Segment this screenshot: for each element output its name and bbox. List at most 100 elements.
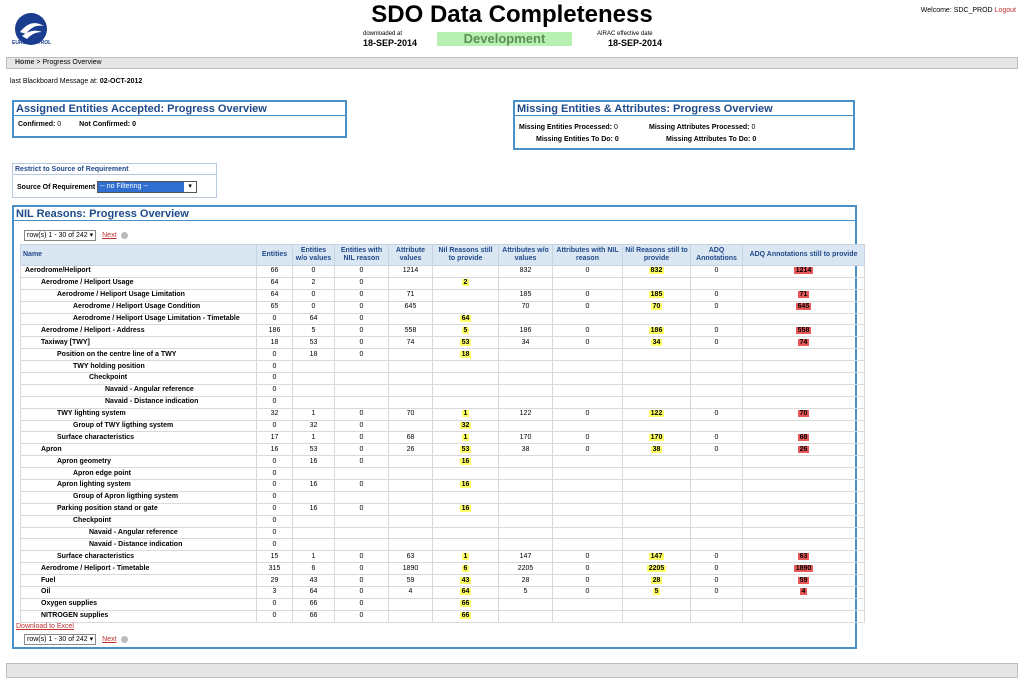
blackboard-label: last Blackboard Message at: xyxy=(10,78,98,85)
cell-value: 68 xyxy=(388,431,433,445)
cell-text: 0 xyxy=(585,445,590,453)
cell-value: 147 xyxy=(622,550,691,564)
cell-value: 18 xyxy=(256,336,293,350)
cell-value xyxy=(292,360,335,374)
cell-value: 16 xyxy=(292,455,335,469)
cell-value xyxy=(388,348,433,362)
cell-value: 16 xyxy=(292,479,335,492)
cell-value: 0 xyxy=(256,383,293,397)
not-confirmed-label: Not Confirmed: xyxy=(79,121,131,128)
cell-text: 70 xyxy=(650,303,663,311)
row-name[interactable]: Group of Apron ligthing system xyxy=(20,490,257,504)
pager-top: row(s) 1 - 30 of 242 ▾ Next xyxy=(24,230,129,241)
cell-text: 0 xyxy=(585,338,590,346)
next-icon[interactable] xyxy=(121,635,129,643)
cell-text: 70 xyxy=(406,410,415,418)
row-name[interactable]: Aerodrome / Heliport Usage Limitation - … xyxy=(20,312,257,326)
row-name[interactable]: Aerodrome / Heliport Usage Condition xyxy=(20,300,257,314)
cell-text: 0 xyxy=(585,576,590,584)
cell-value: 185 xyxy=(498,288,553,302)
cell-value xyxy=(552,479,623,492)
rows-select[interactable]: row(s) 1 - 30 of 242 ▾ xyxy=(24,634,97,645)
source-select[interactable]: -- no Filtering -- ▾ xyxy=(97,181,198,193)
row-name[interactable]: TWY holding position xyxy=(20,360,257,374)
cell-text: 63 xyxy=(797,552,810,560)
row-name[interactable]: Navaid - Angular reference xyxy=(20,526,257,540)
next-icon[interactable] xyxy=(121,231,129,239)
cell-text: 1 xyxy=(461,433,470,441)
cell-value: 6 xyxy=(432,562,499,576)
row-name[interactable]: Navaid - Angular reference xyxy=(20,383,257,397)
cell-text: 0 xyxy=(272,315,277,322)
cell-value xyxy=(432,490,499,504)
cell-value xyxy=(498,419,553,433)
cell-value xyxy=(552,526,623,540)
table-header-row: Name Entities Entities w/o values Entities … xyxy=(20,244,865,266)
rows-select[interactable]: row(s) 1 - 30 of 242 ▾ xyxy=(24,230,97,241)
row-name[interactable]: Taxiway [TWY] xyxy=(20,336,257,350)
cell-value: 64 xyxy=(256,288,293,302)
row-name[interactable]: Aerodrome / Heliport Usage Limitation xyxy=(20,288,257,302)
cell-text: 122 xyxy=(519,410,532,418)
row-name[interactable]: Aerodrome / Heliport - Address xyxy=(20,324,257,338)
row-name[interactable]: Apron edge point xyxy=(20,467,257,481)
row-name[interactable]: Oxygen supplies xyxy=(20,597,257,611)
cell-value: 71 xyxy=(388,288,433,302)
cell-value: 0 xyxy=(256,372,293,385)
row-name[interactable]: Apron lighting system xyxy=(20,479,257,492)
cell-text: 0 xyxy=(272,505,277,513)
row-name[interactable]: Aerodrome / Heliport Usage xyxy=(20,276,257,290)
row-name[interactable]: TWY lighting system xyxy=(20,407,257,421)
row-name[interactable]: Position on the centre line of a TWY xyxy=(20,348,257,362)
cell-value: 0 xyxy=(256,479,293,492)
cell-value: 0 xyxy=(690,586,743,599)
table-row: Checkpoint 0 xyxy=(20,514,865,528)
row-name[interactable]: Navaid - Distance indication xyxy=(20,538,257,552)
row-name[interactable]: Apron geometry xyxy=(20,455,257,469)
row-name[interactable]: Aerodrome/Heliport xyxy=(20,265,257,278)
cell-value xyxy=(690,455,743,469)
cell-text: 43 xyxy=(309,576,318,584)
cell-text: 15 xyxy=(270,552,279,560)
row-name[interactable]: Navaid - Distance indication xyxy=(20,395,257,409)
table-row: Group of TWY ligthing system 0 32 0 32 xyxy=(20,419,865,433)
cell-value: 34 xyxy=(622,336,691,350)
row-name[interactable]: Surface characteristics xyxy=(20,550,257,564)
attributes-processed-label: Missing Attributes Processed: xyxy=(649,124,750,131)
breadcrumb-current: Progress Overview xyxy=(42,59,102,66)
page-title: SDO Data Completeness xyxy=(371,1,653,28)
next-link[interactable]: Next xyxy=(102,232,117,239)
column-header: ADQ Annotations still to provide xyxy=(742,244,865,266)
cell-value xyxy=(742,490,865,504)
table-row: Apron lighting system 0 16 0 16 xyxy=(20,479,865,492)
row-name[interactable]: Group of TWY ligthing system xyxy=(20,419,257,433)
logout-link[interactable]: Logout xyxy=(994,7,1016,14)
cell-value: 4 xyxy=(742,586,865,599)
cell-text: 170 xyxy=(519,433,532,441)
cell-text: 0 xyxy=(359,350,364,358)
cell-text: 32 xyxy=(309,422,318,430)
row-name[interactable]: Apron xyxy=(20,443,257,457)
cell-value xyxy=(292,526,335,540)
row-name[interactable]: NITROGEN supplies xyxy=(20,609,257,623)
cell-value: 0 xyxy=(334,419,389,433)
download-excel-link[interactable]: Download to Excel xyxy=(16,623,74,630)
cell-text: 16 xyxy=(309,505,318,513)
row-name[interactable]: Checkpoint xyxy=(20,372,257,385)
cell-text: 0 xyxy=(272,398,277,406)
row-name[interactable]: Fuel xyxy=(20,574,257,588)
cell-value xyxy=(552,609,623,623)
breadcrumb-home[interactable]: Home xyxy=(15,59,35,66)
next-link[interactable]: Next xyxy=(102,636,117,643)
cell-value xyxy=(388,276,433,290)
row-name[interactable]: Surface characteristics xyxy=(20,431,257,445)
cell-value: 0 xyxy=(690,574,743,588)
cell-value xyxy=(622,502,691,516)
cell-value xyxy=(388,609,433,623)
row-name[interactable]: Checkpoint xyxy=(20,514,257,528)
cell-text: 0 xyxy=(272,540,277,548)
row-name[interactable]: Aerodrome / Heliport - Timetable xyxy=(20,562,257,576)
row-name[interactable]: Oil xyxy=(20,586,257,599)
table-row: Surface characteristics 17 1 0 68 1 170 0 170 0 68 xyxy=(20,431,865,445)
row-name[interactable]: Parking position stand or gate xyxy=(20,502,257,516)
